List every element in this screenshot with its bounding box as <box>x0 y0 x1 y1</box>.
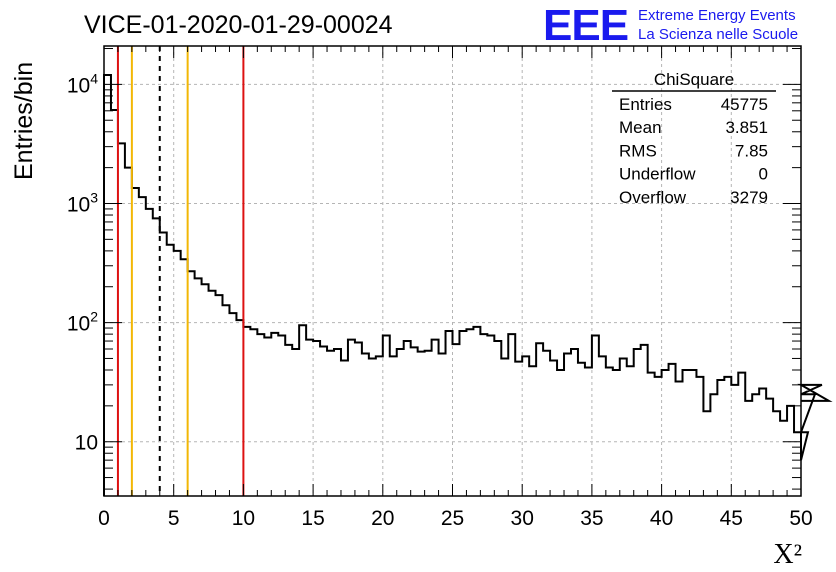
chart-title: VICE-01-2020-01-29-00024 <box>84 11 393 39</box>
x-tick-label: 30 <box>511 507 534 530</box>
x-axis-label: X² <box>773 539 802 570</box>
stats-row-label: Entries <box>619 95 672 114</box>
x-tick-label: 5 <box>168 507 180 530</box>
eee-logo-line2: La Scienza nelle Scuole <box>638 26 798 43</box>
histogram-step-line <box>103 73 833 496</box>
y-tick-label: 104 <box>67 70 98 97</box>
stats-row-value: 3279 <box>730 188 768 207</box>
stats-title: ChiSquare <box>654 70 734 89</box>
eee-logo: EEE Extreme Energy Events La Scienza nel… <box>543 1 798 50</box>
stats-row-value: 3.851 <box>725 118 768 137</box>
grid <box>104 46 801 496</box>
x-tick-label: 40 <box>650 507 673 530</box>
eee-logo-mark: EEE <box>543 1 628 50</box>
stats-row-value: 45775 <box>721 95 768 114</box>
stats-row-label: Mean <box>619 118 662 137</box>
stats-box: ChiSquare Entries 45775 Mean 3.851 RMS 7.85 Un… <box>612 70 776 207</box>
y-axis-label: Entries/bin <box>10 62 38 180</box>
eee-logo-line1: Extreme Energy Events <box>638 7 796 24</box>
y-tick-label: 10 <box>75 432 98 455</box>
stats-row-label: RMS <box>619 141 657 160</box>
threshold-lines <box>116 46 245 496</box>
stats-row-label: Underflow <box>619 165 696 184</box>
x-tick-label: 50 <box>789 507 812 530</box>
stats-row-label: Overflow <box>619 188 687 207</box>
histogram <box>103 73 833 496</box>
x-tick-label: 35 <box>580 507 603 530</box>
stats-row-value: 7.85 <box>735 141 768 160</box>
stats-rows: Entries 45775 Mean 3.851 RMS 7.85 Underflow 0 Ov… <box>619 95 768 207</box>
x-tick-label: 20 <box>371 507 394 530</box>
x-tick-label: 0 <box>98 507 110 530</box>
stats-row-value: 0 <box>759 165 768 184</box>
x-tick-label: 25 <box>441 507 464 530</box>
x-tick-label: 10 <box>232 507 255 530</box>
y-tick-label: 102 <box>67 309 98 336</box>
y-tick-label: 103 <box>67 189 98 216</box>
x-tick-label: 15 <box>301 507 324 530</box>
x-axis-ticks: 0 5 10 15 20 25 30 35 40 45 50 <box>98 46 813 530</box>
y-axis-ticks: 10 102 103 104 <box>67 48 801 490</box>
x-tick-label: 45 <box>720 507 743 530</box>
